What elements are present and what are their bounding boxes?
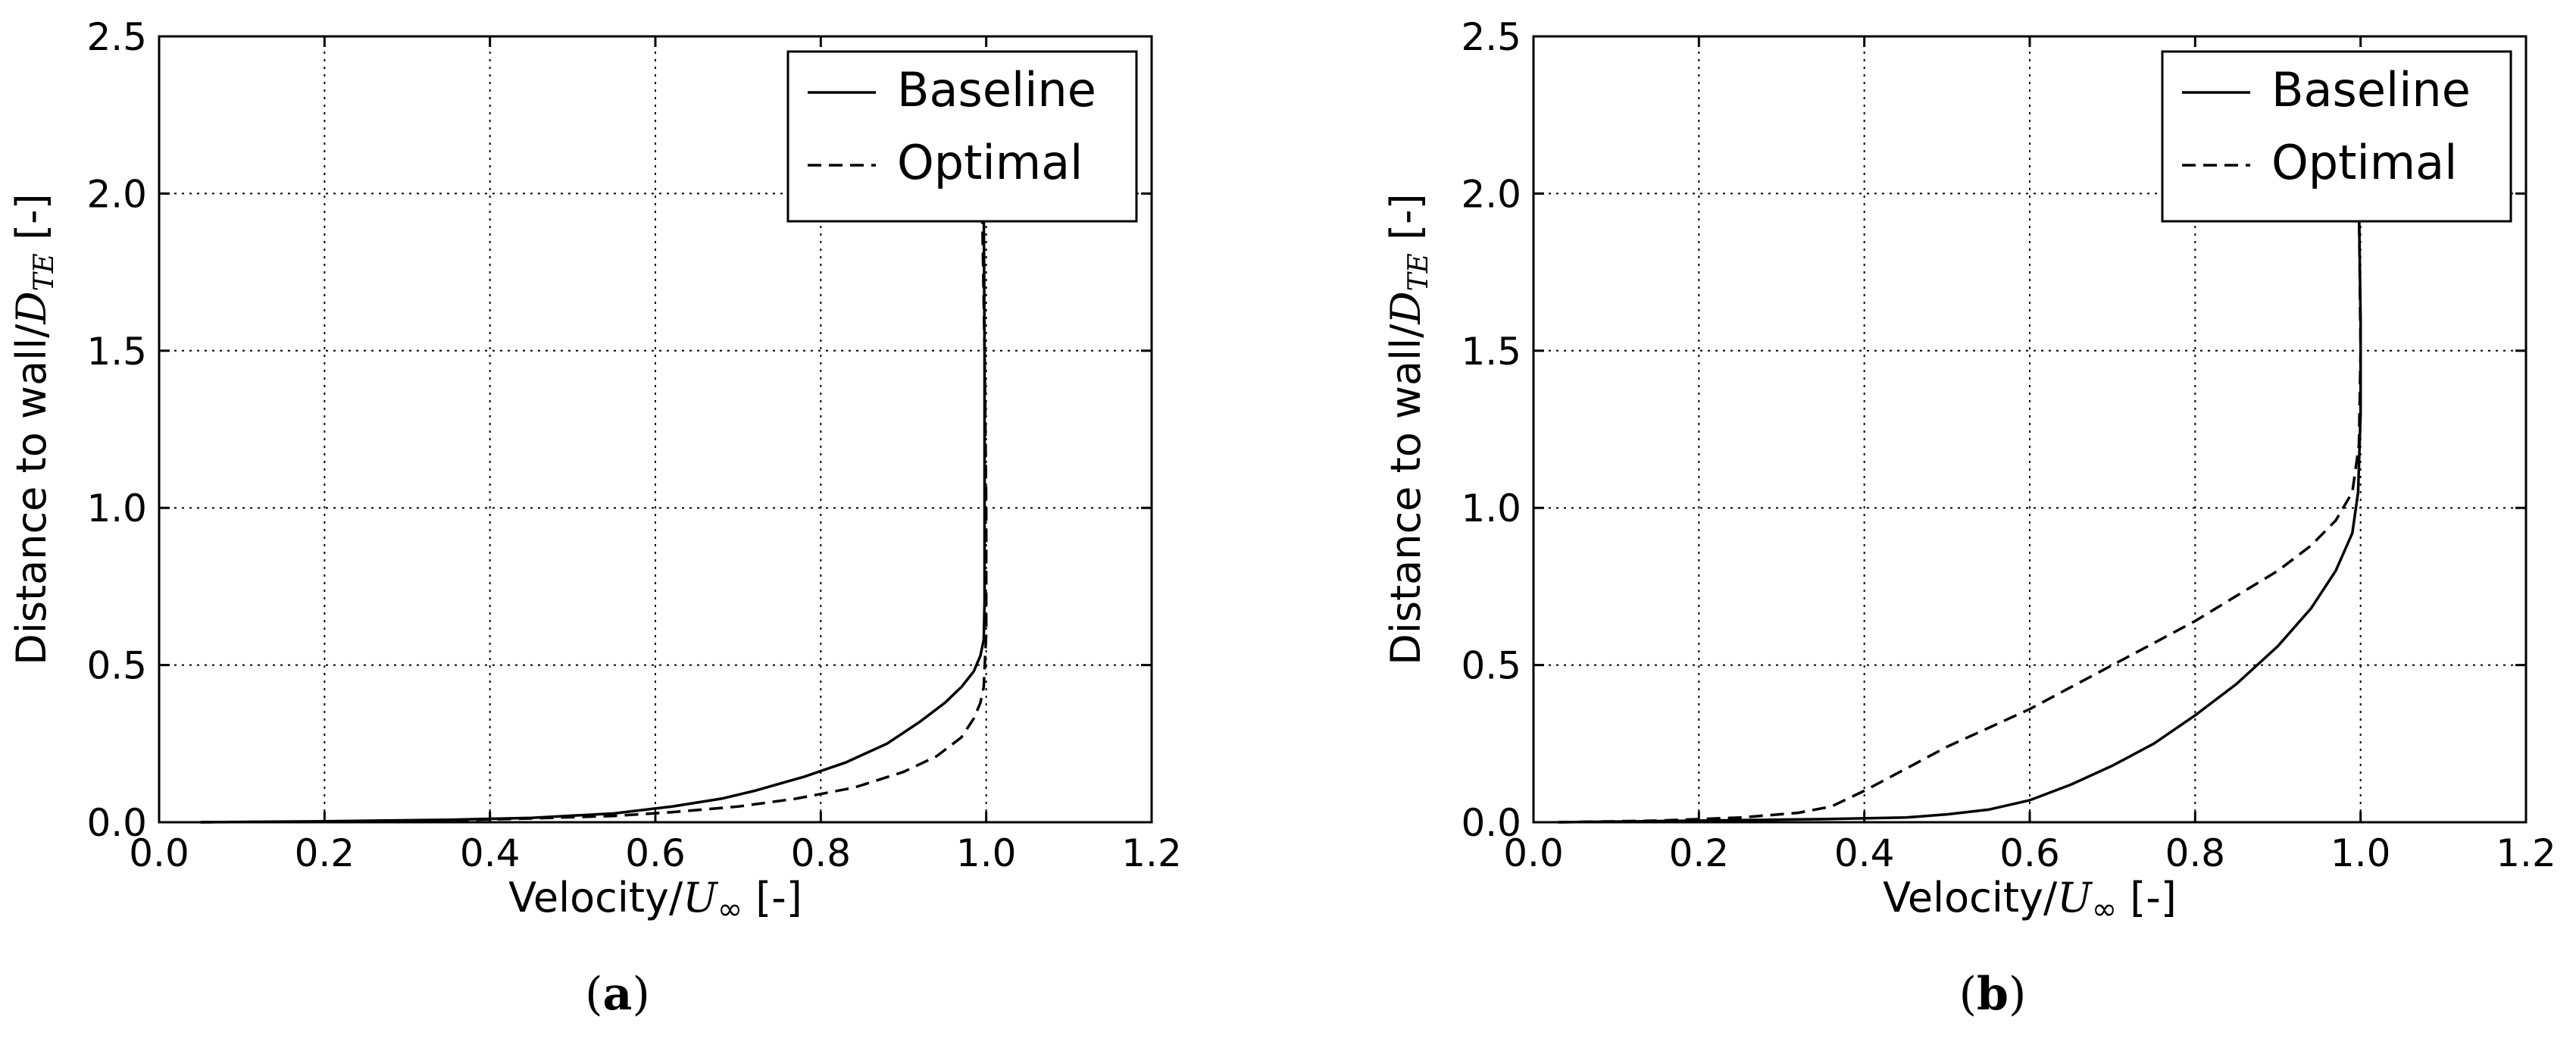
series-optimal-line [1558,202,2362,824]
y-tick-label: 1.5 [1461,330,1521,374]
series-baseline-line [200,202,986,824]
plot-frame [158,35,1153,824]
y-tick-label: 1.5 [86,330,147,374]
x-tick-label: 0.4 [460,831,521,875]
y-tick-label: 1.0 [1461,487,1521,530]
y-tick-label: 0.5 [1461,644,1521,688]
y-tick-label: 0.0 [86,801,147,845]
x-tick-label: 1.0 [956,831,1017,875]
x-tick-label: 0.0 [129,831,189,875]
panel-caption-a: (a) [585,968,650,1021]
x-tick-label: 0.6 [1999,831,2060,875]
y-tick-label: 2.0 [86,172,147,216]
x-tick-label: 0.0 [1503,831,1564,875]
y-tick-label: 2.5 [86,15,147,59]
series-optimal-line [200,202,988,824]
x-tick-label: 0.6 [625,831,686,875]
legend-label-baseline: Baseline [897,62,1096,117]
x-tick-label: 0.2 [1669,831,1730,875]
x-tick-label: 1.0 [2331,831,2391,875]
legend [2161,50,2512,223]
chart-panel-a: 0.0 0.2 0.4 0.6 0.8 1.0 1.2 0.0 0.5 1.0 1.5 2.0 2.5 B… [8,15,1182,1021]
x-axis-label: Velocity/U∞ [-] [1883,874,2177,927]
x-tick-label: 0.2 [295,831,355,875]
legend-label-baseline: Baseline [2271,62,2471,117]
legend [786,50,1138,223]
x-tick-label: 1.2 [2496,831,2556,875]
y-axis-label: Distance to wall/DTE [-] [1382,193,1434,665]
x-tick-label: 0.8 [791,831,852,875]
y-axis-label: Distance to wall/DTE [-] [8,193,60,665]
y-tick-label: 0.5 [86,644,147,688]
chart-panel-b: 0.0 0.2 0.4 0.6 0.8 1.0 1.2 0.0 0.5 1.0 1.5 2.0 2.5 B… [1382,15,2556,1021]
plot-frame [1532,35,2528,824]
y-tick-label: 2.5 [1461,15,1521,59]
y-tick-label: 0.0 [1461,801,1521,845]
series-baseline-line [1558,202,2362,824]
y-tick-label: 1.0 [86,487,147,530]
panel-caption-b: (b) [1959,968,2027,1021]
legend-label-optimal: Optimal [2271,135,2457,190]
x-axis-label: Velocity/U∞ [-] [508,874,802,927]
x-tick-label: 1.2 [1121,831,1182,875]
y-tick-label: 2.0 [1461,172,1521,216]
x-tick-label: 0.4 [1834,831,1895,875]
legend-label-optimal: Optimal [897,135,1083,190]
x-tick-label: 0.8 [2165,831,2226,875]
